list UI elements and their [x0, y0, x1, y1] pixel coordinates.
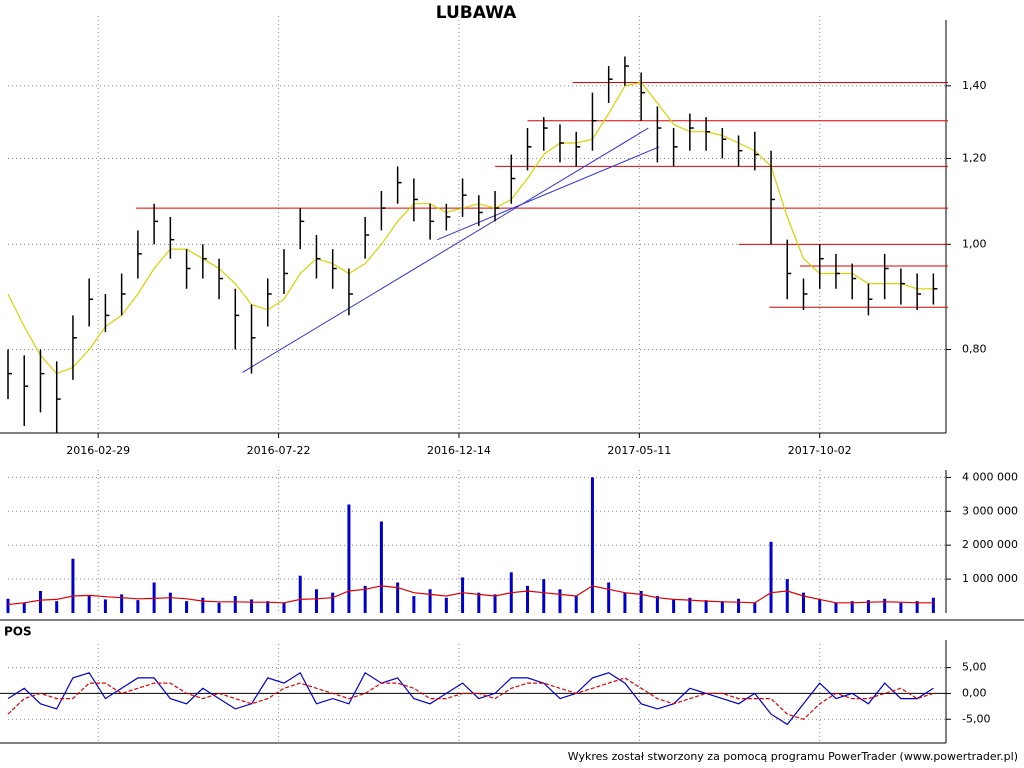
x-tick-label: 2017-10-02 [788, 444, 852, 457]
volume-bar [152, 582, 156, 613]
volume-bar [801, 592, 805, 613]
volume-bar [22, 602, 26, 613]
volume-bar [168, 592, 172, 613]
x-tick-label: 2016-07-22 [247, 444, 311, 457]
volume-bar [493, 594, 497, 613]
volume-bar [120, 594, 124, 613]
y-tick-label: 2 000 000 [962, 538, 1018, 551]
volume-bar [363, 585, 367, 613]
volume-bar [688, 597, 692, 613]
volume-bar [217, 602, 221, 613]
trend-line [437, 146, 660, 241]
volume-bar [428, 589, 432, 613]
volume-bar [590, 477, 594, 613]
volume-bar [574, 596, 578, 613]
volume-bar [834, 602, 838, 613]
volume-bar [55, 601, 59, 613]
y-tick-label: 1,20 [962, 151, 987, 164]
volume-bar [883, 598, 887, 613]
volume-bar [931, 597, 935, 613]
volume-bar [71, 558, 75, 613]
volume-bar [753, 602, 757, 613]
moving-average [7, 81, 934, 375]
volume-bar [542, 579, 546, 613]
volume-bar [136, 600, 140, 613]
volume-bar [720, 601, 724, 613]
volume-bar [866, 600, 870, 613]
volume-bar [672, 599, 676, 613]
volume-bar [655, 596, 659, 613]
y-tick-label: 1,00 [962, 237, 987, 250]
y-tick-label: 4 000 000 [962, 470, 1018, 483]
volume-average [7, 585, 934, 606]
x-tick-label: 2017-05-11 [607, 444, 671, 457]
volume-bar [785, 579, 789, 613]
volume-bar [233, 596, 237, 613]
volume-bar [818, 599, 822, 613]
oscillator-line [7, 671, 934, 726]
volume-bar [704, 600, 708, 613]
volume-bar [331, 592, 335, 613]
y-tick-label: -5,00 [962, 712, 990, 725]
x-tick-label: 2016-12-14 [427, 444, 491, 457]
volume-bar [477, 592, 481, 613]
y-tick-label: 1,40 [962, 79, 987, 92]
volume-bar [282, 602, 286, 613]
volume-bar [769, 541, 773, 613]
volume-bar [298, 575, 302, 613]
volume-bar [103, 599, 107, 613]
footer: Wykres został stworzony za pomocą progra… [568, 750, 1018, 763]
volume-bar [915, 601, 919, 613]
volume-bar [87, 596, 91, 613]
x-tick-label: 2016-02-29 [66, 444, 130, 457]
volume-bar [623, 592, 627, 613]
volume-bar [737, 598, 741, 613]
volume-bar [250, 599, 254, 613]
y-tick-label: 3 000 000 [962, 504, 1018, 517]
volume-bar [396, 582, 400, 613]
chart-title: LUBAWA [436, 3, 517, 23]
volume-bar [38, 590, 42, 613]
panel-title: POS [4, 625, 32, 639]
volume-bar [347, 504, 351, 613]
volume-bar [314, 589, 318, 613]
volume-bar [201, 597, 205, 613]
y-tick-label: 0,80 [962, 342, 987, 355]
volume-bar [185, 601, 189, 613]
volume-bar [266, 601, 270, 613]
volume-bar [558, 589, 562, 613]
volume-bar [6, 598, 10, 613]
volume-bar [461, 577, 465, 613]
volume-bar [379, 521, 383, 613]
volume-bar [607, 582, 611, 613]
volume-bar [444, 597, 448, 613]
volume-bar [639, 590, 643, 613]
y-tick-label: 1 000 000 [962, 572, 1018, 585]
volume-bar [899, 602, 903, 613]
volume-bar [412, 596, 416, 613]
y-tick-label: 5,00 [962, 661, 987, 674]
oscillator-line [7, 677, 934, 720]
y-tick-label: 0,00 [962, 686, 987, 699]
volume-bar [850, 601, 854, 613]
volume-bar [526, 585, 530, 613]
trend-line [242, 127, 649, 373]
